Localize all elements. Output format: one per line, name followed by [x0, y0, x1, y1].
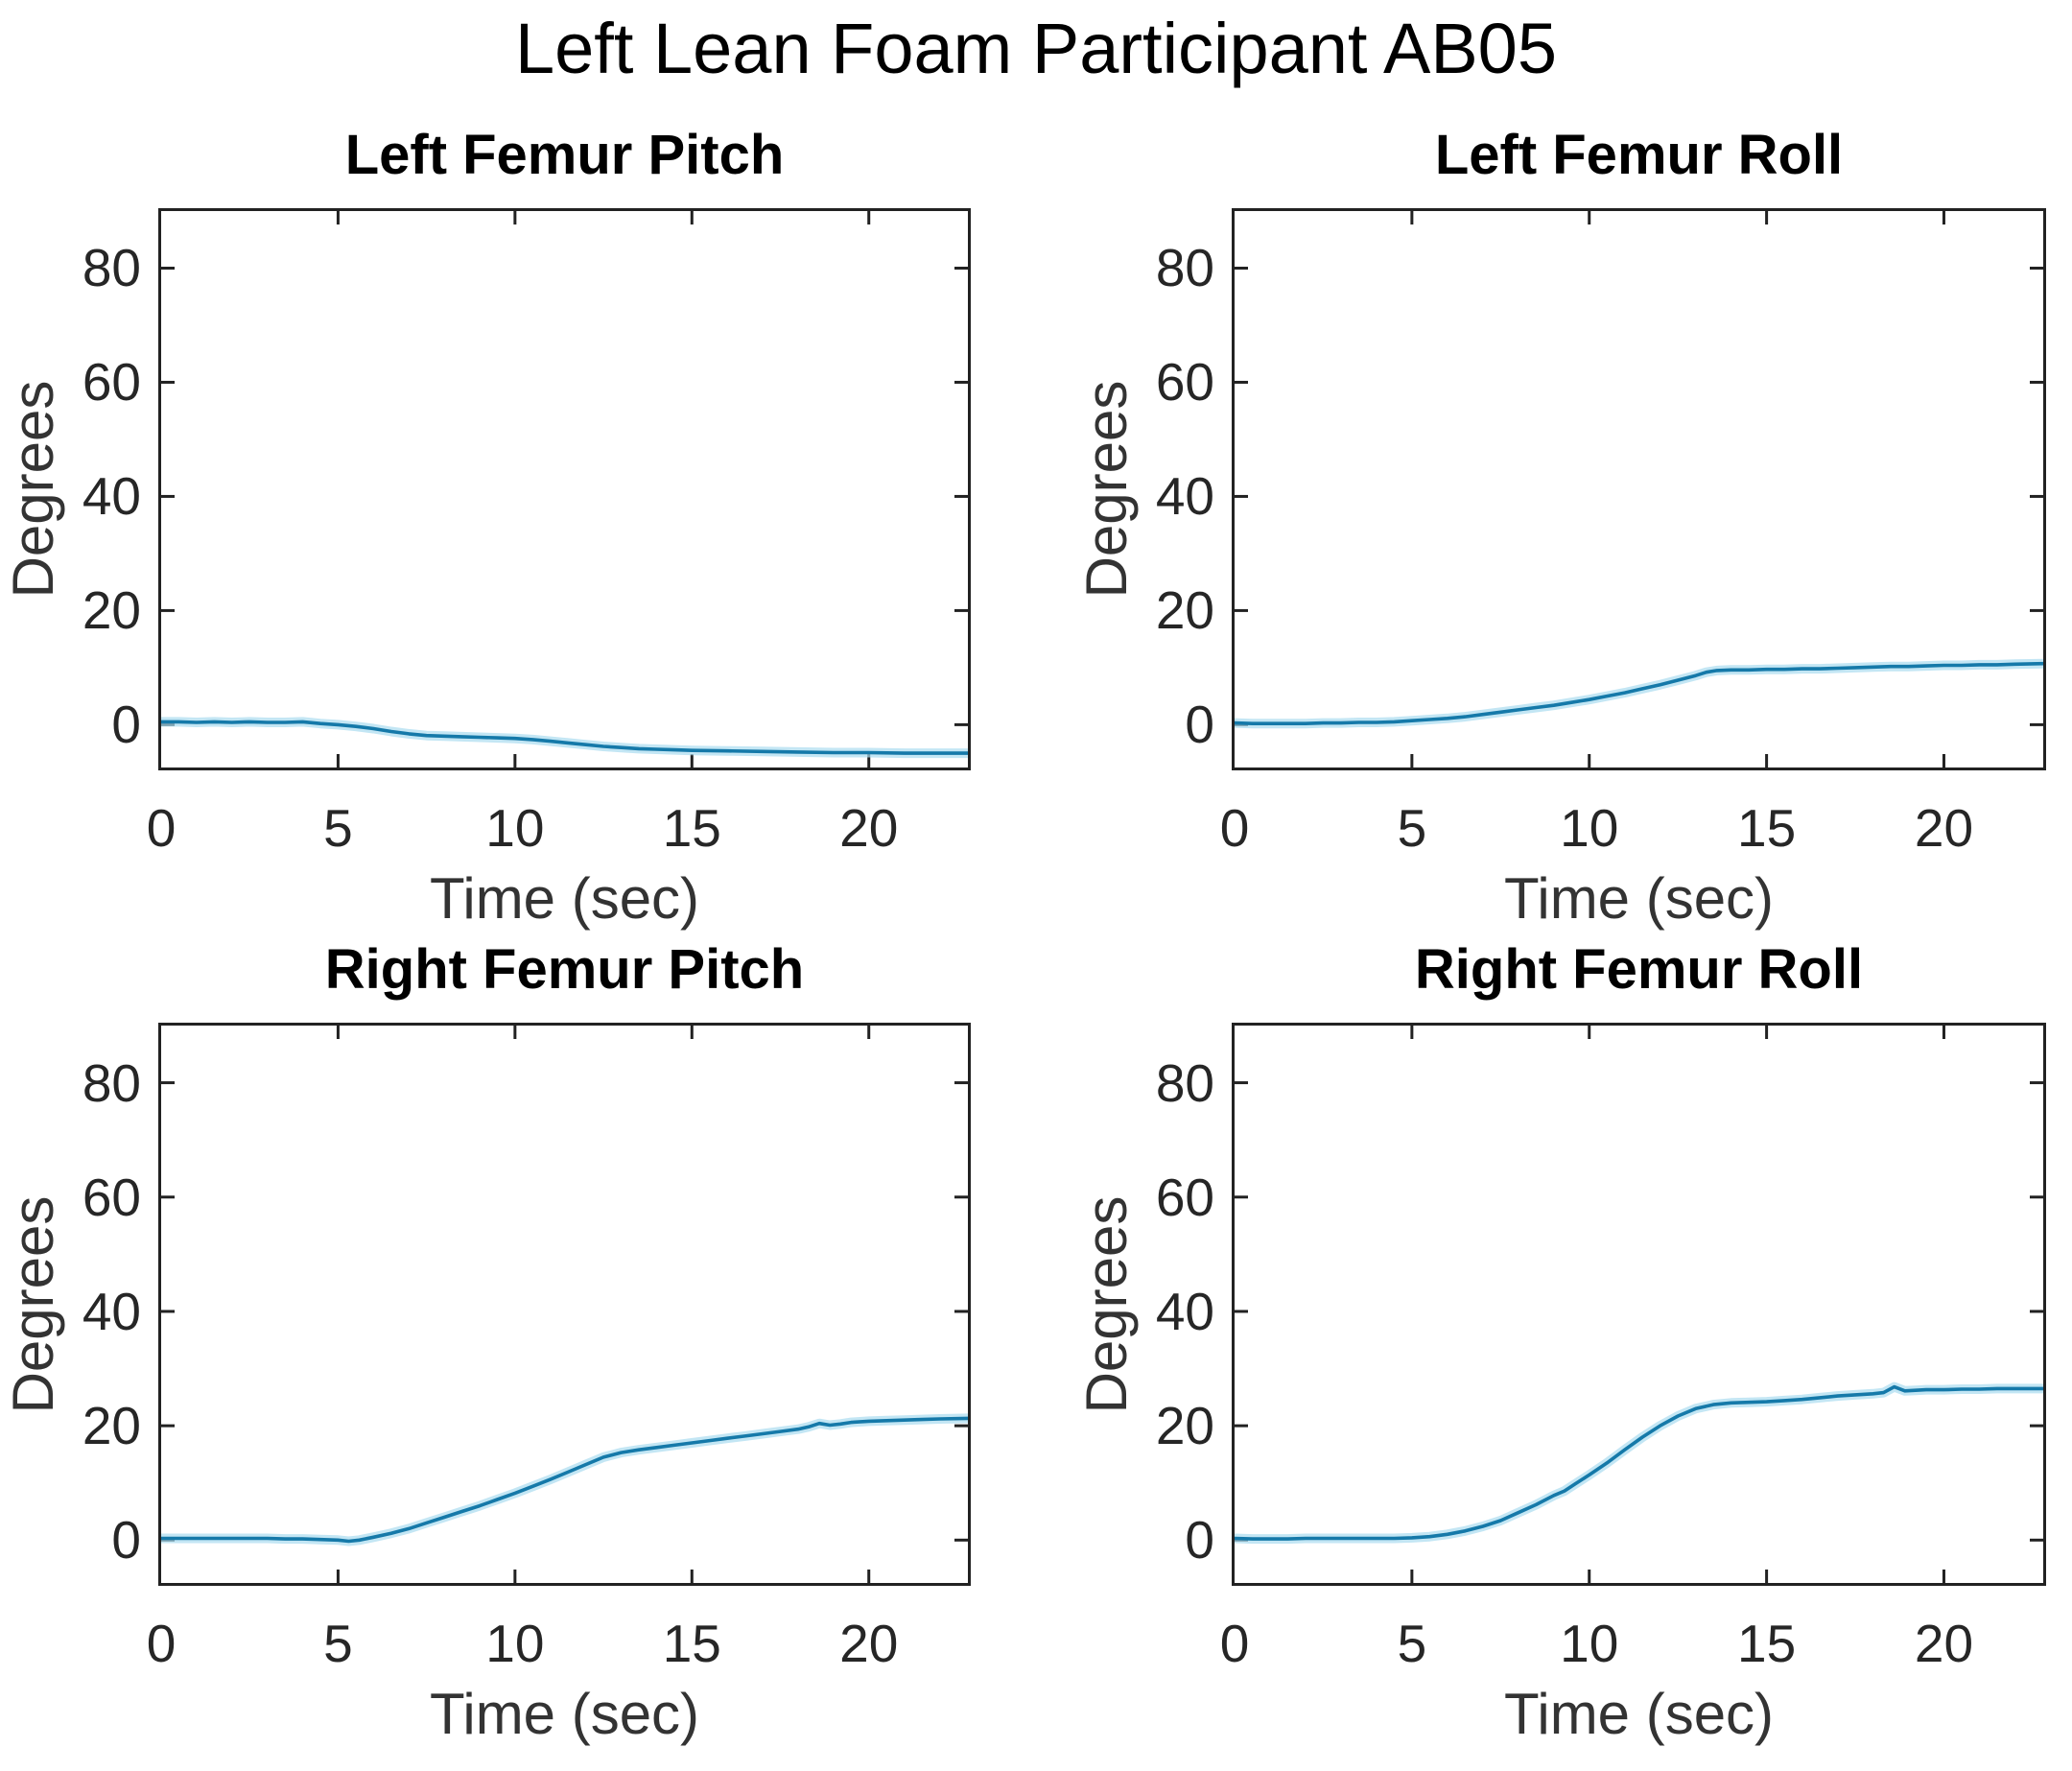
- plot-area: [1232, 208, 2046, 770]
- x-tick-label: 20: [839, 798, 899, 858]
- subplot-left-femur-roll: Left Femur Roll Degrees Time (sec) 0 5 10 1…: [1074, 128, 2046, 928]
- plot-svg: [161, 211, 968, 767]
- data-line: [161, 720, 968, 755]
- y-tick-label: 80: [82, 1052, 141, 1113]
- y-tick-label: 60: [1155, 352, 1214, 413]
- subplot-left-femur-pitch: Left Femur Pitch Degrees Time (sec) 0 5 10…: [1, 128, 971, 928]
- subplot-right-femur-roll: Right Femur Roll Degrees Time (sec) 0 5 10…: [1074, 942, 2046, 1743]
- x-tick-label: 20: [1914, 1614, 1974, 1673]
- data-line: [161, 1413, 968, 1547]
- plot-svg: [1235, 1026, 2043, 1583]
- x-tick-label: 0: [1219, 798, 1250, 858]
- y-tick-label: 0: [111, 1510, 141, 1570]
- x-tick-label: 5: [323, 1614, 353, 1673]
- figure-title: Left Lean Foam Participant AB05: [514, 9, 1557, 88]
- x-tick-label: 10: [485, 1614, 545, 1673]
- y-tick-label: 40: [82, 1281, 141, 1341]
- data-line: [1235, 1384, 2043, 1541]
- y-tick-label: 40: [1155, 1281, 1214, 1341]
- tick-marks: [1235, 211, 2043, 767]
- x-tick-label: 20: [1914, 798, 1974, 858]
- y-tick-label: 80: [1155, 238, 1214, 298]
- x-tick-label: 5: [323, 798, 353, 858]
- x-tick-label: 15: [662, 1614, 721, 1673]
- x-tick-label: 10: [485, 798, 545, 858]
- data-line: [161, 1416, 968, 1544]
- subplot-title: Left Femur Pitch: [344, 124, 785, 186]
- plot-svg: [1235, 211, 2043, 767]
- data-line: [1235, 1381, 2043, 1545]
- x-tick-label: 0: [1219, 1614, 1250, 1673]
- x-tick-label: 10: [1560, 1614, 1619, 1673]
- tick-marks: [161, 211, 968, 767]
- plot-svg: [161, 1026, 968, 1583]
- y-tick-label: 0: [1185, 695, 1214, 755]
- y-tick-label: 20: [82, 1396, 141, 1456]
- x-tick-label: 5: [1397, 1614, 1427, 1673]
- y-tick-label: 80: [82, 238, 141, 298]
- x-axis-label: Time (sec): [1503, 866, 1775, 931]
- plot-area: [158, 208, 971, 770]
- data-line: [1235, 661, 2043, 726]
- y-tick-label: 40: [1155, 466, 1214, 527]
- y-tick-label: 60: [1155, 1167, 1214, 1227]
- y-tick-label: 20: [1155, 1396, 1214, 1456]
- x-tick-label: 5: [1397, 798, 1427, 858]
- y-tick-label: 20: [1155, 580, 1214, 641]
- x-axis-label: Time (sec): [1503, 1682, 1775, 1746]
- x-tick-label: 20: [839, 1614, 899, 1673]
- x-axis-label: Time (sec): [429, 866, 700, 931]
- x-tick-label: 0: [146, 798, 177, 858]
- x-tick-label: 15: [662, 798, 721, 858]
- data-line: [1235, 658, 2043, 729]
- subplot-title: Right Femur Pitch: [324, 938, 805, 1001]
- y-tick-label: 20: [82, 580, 141, 641]
- x-axis-label: Time (sec): [429, 1682, 700, 1746]
- x-tick-label: 15: [1737, 1614, 1797, 1673]
- plot-area: [1232, 1023, 2046, 1586]
- y-tick-label: 40: [82, 466, 141, 527]
- subplot-title: Right Femur Roll: [1414, 938, 1864, 1001]
- subplot-title: Left Femur Roll: [1434, 124, 1844, 186]
- plot-area: [158, 1023, 971, 1586]
- x-tick-label: 10: [1560, 798, 1619, 858]
- x-tick-label: 15: [1737, 798, 1797, 858]
- y-tick-label: 60: [82, 1167, 141, 1227]
- y-tick-label: 80: [1155, 1052, 1214, 1113]
- y-tick-label: 0: [111, 695, 141, 755]
- data-line: [161, 717, 968, 759]
- y-tick-label: 60: [82, 352, 141, 413]
- tick-marks: [161, 1026, 968, 1583]
- x-tick-label: 0: [146, 1614, 177, 1673]
- tick-marks: [1235, 1026, 2043, 1583]
- y-tick-label: 0: [1185, 1510, 1214, 1570]
